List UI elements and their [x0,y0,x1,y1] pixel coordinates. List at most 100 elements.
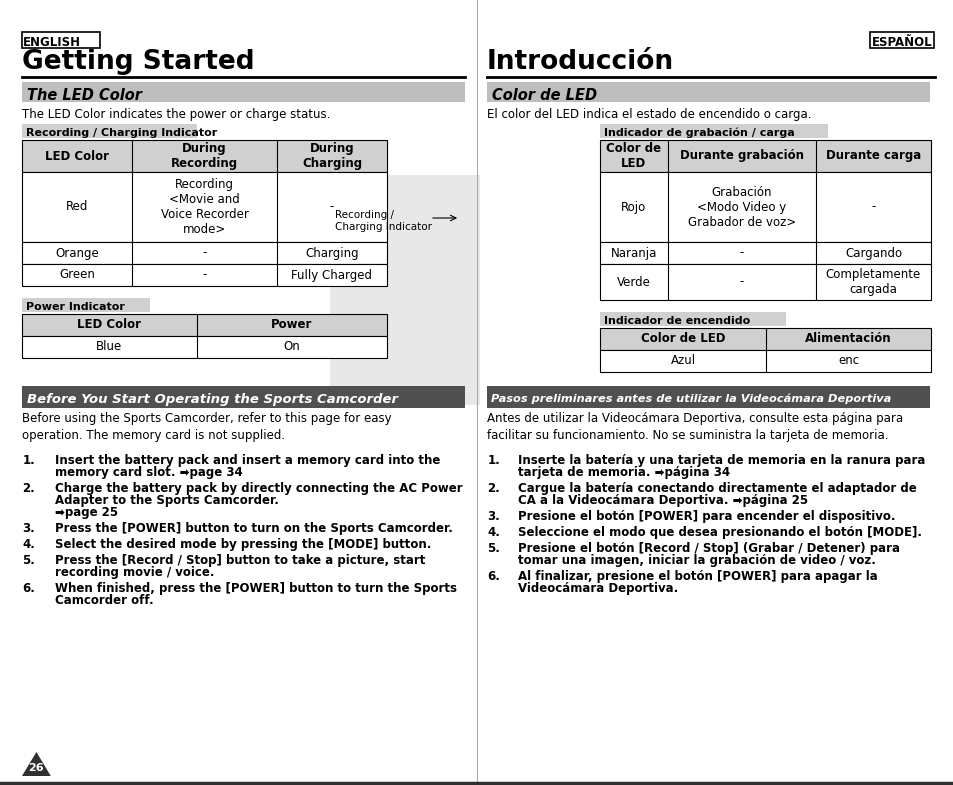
Text: Color de LED: Color de LED [640,333,724,345]
Bar [599,140,930,172]
Text: During
Recording: During Recording [171,142,238,170]
Bar [599,124,827,138]
Text: LED Color: LED Color [77,319,141,331]
Bar [22,298,150,312]
Text: 26: 26 [29,762,44,772]
Text: ESPAÑOL: ESPAÑOL [871,36,932,49]
Text: Getting Started: Getting Started [22,49,254,75]
Text: Camcorder off.: Camcorder off. [55,594,153,607]
Text: Alimentación: Alimentación [804,333,891,345]
Text: Fully Charged: Fully Charged [292,268,372,282]
Bar [22,82,464,102]
Text: Color de LED: Color de LED [492,87,597,103]
Text: During
Charging: During Charging [301,142,362,170]
Text: 1.: 1. [22,454,35,467]
Text: Antes de utilizar la Videocámara Deportiva, consulte esta página para
facilitar : Antes de utilizar la Videocámara Deporti… [486,412,902,442]
Text: 4.: 4. [22,538,35,551]
Text: Pasos preliminares antes de utilizar la Videocámara Deportiva: Pasos preliminares antes de utilizar la … [491,394,890,404]
Text: Before You Start Operating the Sports Camcorder: Before You Start Operating the Sports Ca… [27,392,397,406]
Text: Charging: Charging [305,246,358,260]
Text: 5.: 5. [487,542,499,555]
Text: Press the [POWER] button to turn on the Sports Camcorder.: Press the [POWER] button to turn on the … [55,522,453,535]
Text: The LED Color: The LED Color [27,87,142,103]
Text: Indicador de grabación / carga: Indicador de grabación / carga [603,128,794,138]
Text: tarjeta de memoria. ➡página 34: tarjeta de memoria. ➡página 34 [517,466,729,479]
Bar [22,140,387,172]
Text: ENGLISH: ENGLISH [23,36,81,49]
Text: -: - [870,200,875,214]
Bar [22,124,196,138]
Bar [22,314,387,336]
Text: El color del LED indica el estado de encendido o carga.: El color del LED indica el estado de enc… [486,108,811,121]
Text: Rojo: Rojo [620,200,646,214]
Bar [599,350,930,372]
Text: 3.: 3. [22,522,35,535]
Text: Orange: Orange [55,246,99,260]
Text: Before using the Sports Camcorder, refer to this page for easy
operation. The me: Before using the Sports Camcorder, refer… [22,412,392,442]
Text: tomar una imagen, iniciar la grabación de video / voz.: tomar una imagen, iniciar la grabación d… [517,554,875,567]
Text: ➡page 25: ➡page 25 [55,506,118,519]
Bar [22,32,100,48]
Text: -: - [739,246,743,260]
Text: Seleccione el modo que desea presionando el botón [MODE].: Seleccione el modo que desea presionando… [517,526,921,539]
Text: memory card slot. ➡page 34: memory card slot. ➡page 34 [55,466,242,479]
Text: -: - [202,246,207,260]
Text: Red: Red [66,200,88,214]
Text: Recording /: Recording / [335,210,394,220]
Text: -: - [330,200,334,214]
Text: CA a la Videocámara Deportiva. ➡página 25: CA a la Videocámara Deportiva. ➡página 2… [517,494,807,507]
Text: On: On [283,341,300,353]
Bar [869,32,933,48]
Bar [599,264,930,300]
Text: Cargue la batería conectando directamente el adaptador de: Cargue la batería conectando directament… [517,482,916,495]
Text: Presione el botón [POWER] para encender el dispositivo.: Presione el botón [POWER] para encender … [517,510,895,523]
Text: -: - [739,276,743,289]
Text: Durante grabación: Durante grabación [679,149,803,162]
Bar [22,336,387,358]
Bar [22,386,464,408]
Text: Press the [Record / Stop] button to take a picture, start: Press the [Record / Stop] button to take… [55,554,425,567]
Bar [486,82,929,102]
Text: Naranja: Naranja [610,246,657,260]
Bar [22,264,387,286]
Text: 2.: 2. [487,482,499,495]
Text: -: - [202,268,207,282]
Text: Inserte la batería y una tarjeta de memoria en la ranura para: Inserte la batería y una tarjeta de memo… [517,454,924,467]
Text: Charging Indicator: Charging Indicator [335,222,432,232]
Text: Azul: Azul [670,355,695,367]
Bar [486,386,929,408]
Bar [599,242,930,264]
Bar [22,172,387,242]
Text: Introducción: Introducción [486,49,674,75]
Text: Power: Power [271,319,313,331]
Text: 6.: 6. [487,570,499,583]
Text: 2.: 2. [22,482,35,495]
Bar [330,175,479,405]
Bar [599,172,930,242]
Text: enc: enc [837,355,858,367]
Text: 6.: 6. [22,582,35,595]
Text: Indicador de encendido: Indicador de encendido [603,316,749,326]
Text: Adapter to the Sports Camcorder.: Adapter to the Sports Camcorder. [55,494,278,507]
Text: 1.: 1. [487,454,499,467]
Bar [599,312,785,326]
Text: Charge the battery pack by directly connecting the AC Power: Charge the battery pack by directly conn… [55,482,462,495]
Text: When finished, press the [POWER] button to turn the Sports: When finished, press the [POWER] button … [55,582,456,595]
Text: recording movie / voice.: recording movie / voice. [55,566,214,579]
Text: Verde: Verde [617,276,650,289]
Text: LED Color: LED Color [45,149,109,162]
Text: Blue: Blue [96,341,123,353]
Text: Presione el botón [Record / Stop] (Grabar / Detener) para: Presione el botón [Record / Stop] (Graba… [517,542,899,555]
Text: Color de
LED: Color de LED [606,142,660,170]
Polygon shape [22,752,51,776]
Text: Completamente
cargada: Completamente cargada [825,268,921,296]
Bar [599,328,930,350]
Text: Durante carga: Durante carga [825,149,921,162]
Text: Insert the battery pack and insert a memory card into the: Insert the battery pack and insert a mem… [55,454,440,467]
Text: Recording / Charging Indicator: Recording / Charging Indicator [26,128,217,138]
Text: Recording
<Movie and
Voice Recorder
mode>: Recording <Movie and Voice Recorder mode… [160,178,248,236]
Text: Cargando: Cargando [844,246,902,260]
Text: Green: Green [59,268,95,282]
Bar [22,242,387,264]
Text: Grabación
<Modo Video y
Grabador de voz>: Grabación <Modo Video y Grabador de voz> [687,185,796,228]
